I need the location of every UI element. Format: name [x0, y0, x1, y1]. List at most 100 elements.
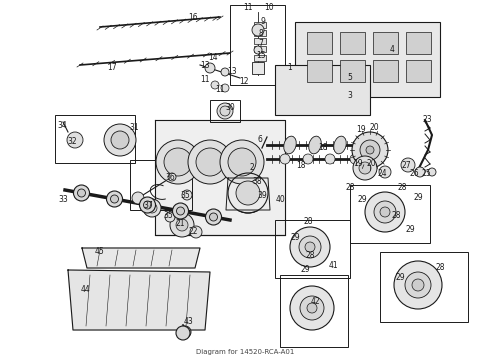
Text: 28: 28 [305, 251, 315, 260]
Text: 14: 14 [208, 54, 218, 63]
Text: 16: 16 [188, 13, 198, 22]
Circle shape [365, 192, 405, 232]
Circle shape [228, 148, 256, 176]
Text: 8: 8 [259, 28, 264, 37]
Circle shape [290, 227, 330, 267]
Text: 3: 3 [347, 90, 352, 99]
Text: 28: 28 [345, 184, 355, 193]
Text: 20: 20 [369, 123, 379, 132]
Circle shape [280, 154, 290, 164]
Circle shape [352, 132, 388, 168]
Circle shape [394, 261, 442, 309]
Circle shape [228, 173, 268, 213]
Text: 29: 29 [300, 266, 310, 274]
Text: 17: 17 [107, 63, 117, 72]
Circle shape [405, 272, 431, 298]
Bar [280, 275, 348, 347]
Text: 10: 10 [264, 4, 274, 13]
Circle shape [111, 131, 129, 149]
Circle shape [325, 154, 335, 164]
Circle shape [305, 242, 315, 252]
Bar [252, 62, 264, 74]
Bar [350, 185, 430, 243]
Text: 28: 28 [435, 264, 445, 273]
Bar [275, 220, 350, 278]
Text: 28: 28 [303, 217, 313, 226]
Circle shape [176, 326, 190, 340]
Text: 13: 13 [227, 68, 237, 77]
Bar [307, 32, 332, 54]
Circle shape [165, 212, 175, 222]
Circle shape [205, 63, 215, 73]
Circle shape [179, 326, 191, 338]
Text: 37: 37 [143, 201, 153, 210]
Circle shape [350, 154, 360, 164]
Text: 2: 2 [249, 162, 254, 171]
Bar [295, 22, 440, 97]
Text: 41: 41 [328, 261, 338, 270]
Text: 5: 5 [347, 73, 352, 82]
Text: 9: 9 [261, 18, 266, 27]
Ellipse shape [334, 136, 346, 154]
Circle shape [220, 106, 230, 116]
Text: 29: 29 [413, 194, 423, 202]
Bar [307, 60, 332, 82]
Circle shape [360, 140, 380, 160]
Circle shape [156, 140, 200, 184]
Circle shape [77, 189, 85, 197]
Text: 19: 19 [356, 126, 366, 135]
Circle shape [254, 46, 262, 54]
Bar [406, 32, 431, 54]
Circle shape [380, 207, 390, 217]
Bar [373, 60, 398, 82]
Bar [254, 38, 266, 44]
Ellipse shape [309, 136, 321, 154]
Text: 29: 29 [357, 195, 367, 204]
Circle shape [236, 181, 260, 205]
Text: 38: 38 [252, 177, 262, 186]
Text: 28: 28 [391, 211, 401, 220]
Circle shape [104, 124, 136, 156]
Circle shape [176, 219, 188, 231]
Circle shape [144, 201, 151, 209]
Circle shape [147, 203, 157, 213]
Circle shape [290, 286, 334, 330]
Bar [254, 46, 266, 52]
Text: 11: 11 [200, 76, 210, 85]
Circle shape [211, 81, 219, 89]
Circle shape [379, 166, 391, 178]
Circle shape [172, 203, 189, 219]
Text: 39: 39 [257, 192, 267, 201]
Polygon shape [68, 270, 210, 330]
Bar [254, 55, 266, 61]
Ellipse shape [284, 136, 296, 154]
Text: 29: 29 [395, 274, 405, 283]
Text: 29: 29 [405, 225, 415, 234]
Circle shape [106, 191, 122, 207]
Bar [230, 5, 285, 85]
Circle shape [176, 207, 185, 215]
Text: 23: 23 [422, 116, 432, 125]
Circle shape [303, 154, 313, 164]
Text: 15: 15 [256, 50, 266, 59]
Circle shape [374, 201, 396, 223]
Text: 20: 20 [366, 158, 376, 167]
Circle shape [366, 146, 374, 154]
Polygon shape [82, 248, 200, 268]
Circle shape [140, 197, 155, 213]
Text: 28: 28 [397, 184, 407, 193]
Text: Diagram for 14520-RCA-A01: Diagram for 14520-RCA-A01 [196, 349, 294, 355]
Text: 42: 42 [310, 297, 320, 306]
Bar [380, 252, 468, 322]
Circle shape [74, 185, 90, 201]
Circle shape [252, 24, 264, 36]
Text: 6: 6 [258, 135, 263, 144]
Text: 30: 30 [225, 104, 235, 112]
Bar [406, 60, 431, 82]
Text: 1: 1 [288, 63, 293, 72]
Text: 21: 21 [175, 219, 185, 228]
Text: 45: 45 [94, 248, 104, 256]
Circle shape [428, 168, 436, 176]
Polygon shape [226, 178, 270, 210]
Bar [130, 160, 192, 210]
